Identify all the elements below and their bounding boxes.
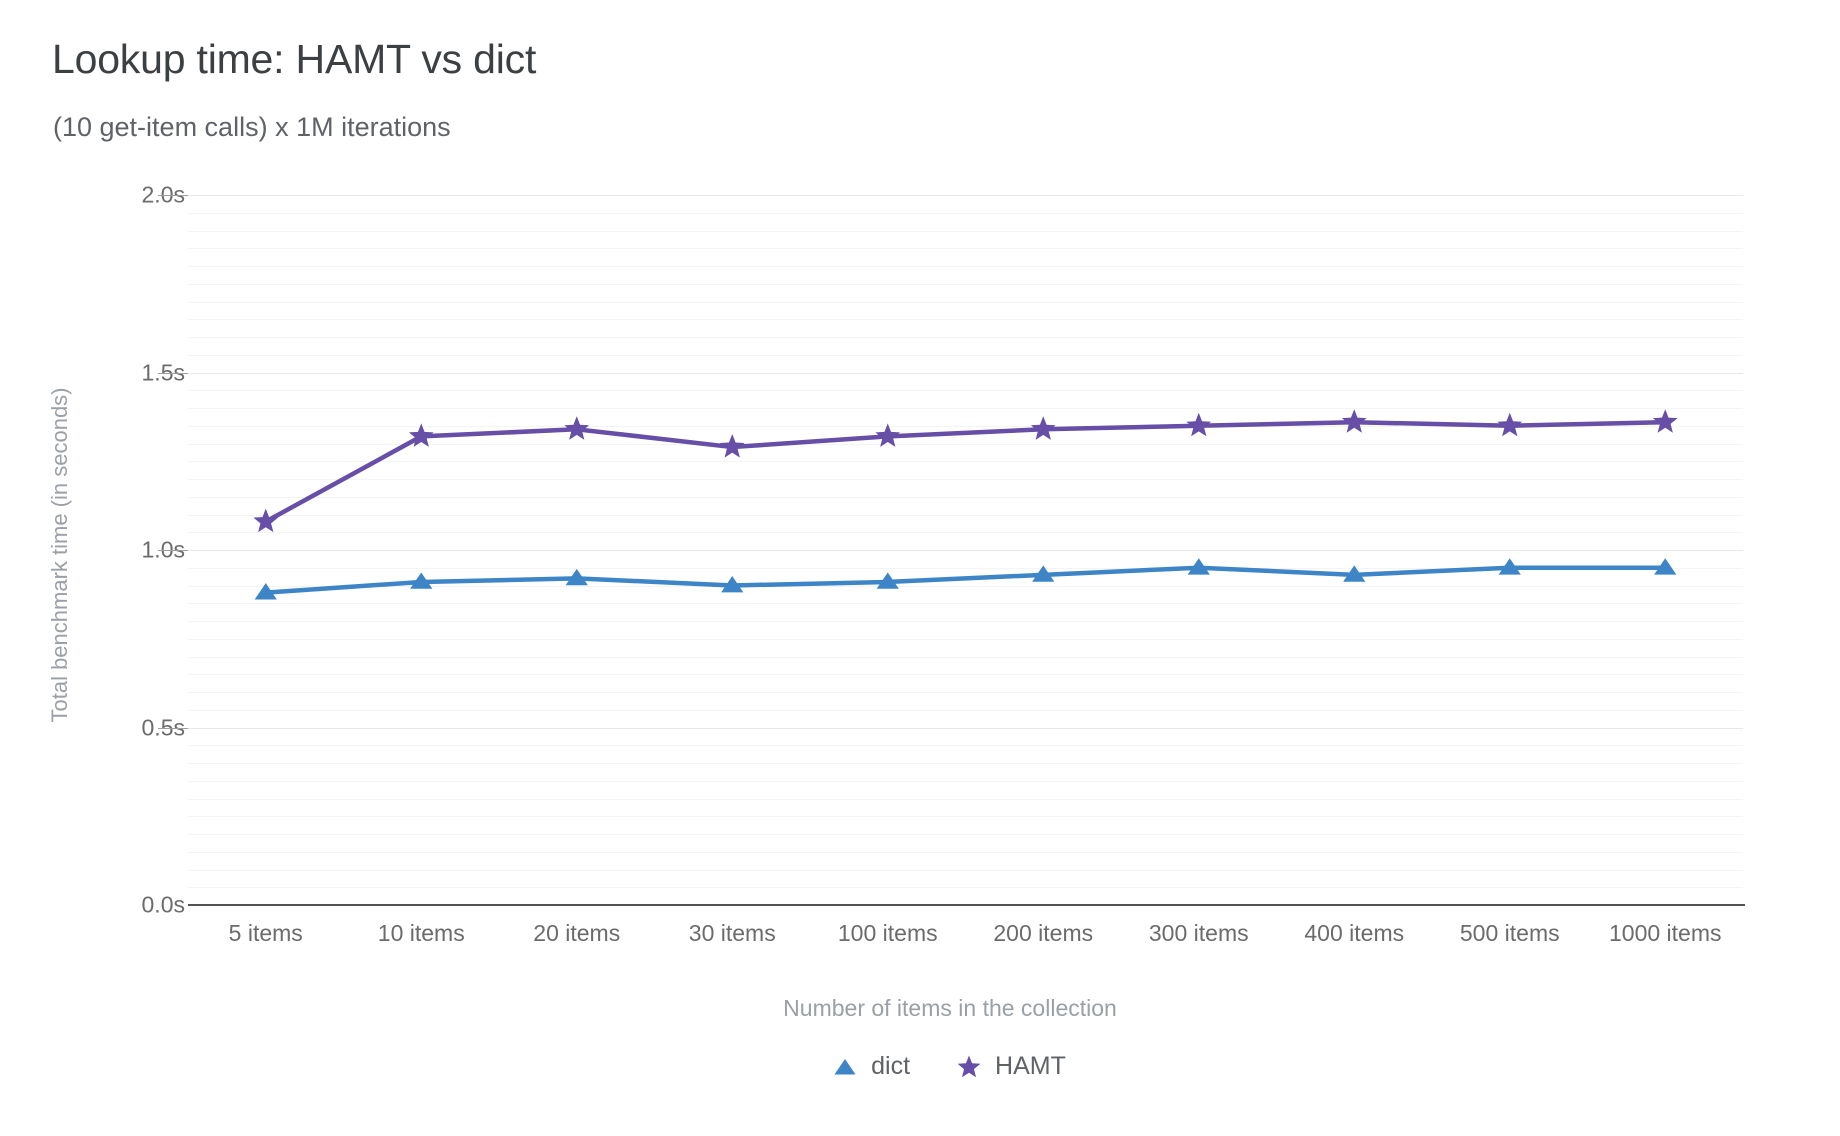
gridline-minor — [188, 798, 1743, 800]
gridline-minor — [188, 283, 1743, 285]
gridline-minor — [188, 390, 1743, 392]
series-layer — [253, 409, 1678, 600]
gridline-minor — [188, 266, 1743, 267]
gridline-minor — [188, 408, 1743, 409]
star-icon — [957, 1055, 981, 1077]
gridline-minor — [188, 354, 1743, 356]
data-point-dict[interactable] — [1498, 558, 1521, 575]
data-point-HAMT[interactable] — [1497, 412, 1523, 437]
data-point-HAMT[interactable] — [1030, 416, 1056, 440]
x-axis-tick-label: 300 items — [1148, 920, 1249, 946]
x-axis-tick-label: 200 items — [993, 920, 1094, 946]
gridline-minor — [188, 763, 1743, 764]
gridline-minor — [188, 603, 1743, 605]
legend-item-dict[interactable]: dict — [832, 1052, 910, 1081]
gridline-minor — [188, 674, 1743, 676]
gridline-minor — [188, 461, 1743, 463]
gridline-minor — [188, 834, 1743, 835]
triangle-icon — [834, 1058, 856, 1074]
gridline-minor — [188, 230, 1743, 232]
data-point-dict[interactable] — [1032, 565, 1055, 582]
gridline-minor — [188, 212, 1743, 214]
data-point-HAMT[interactable] — [1186, 412, 1212, 437]
legend-label: dict — [871, 1052, 911, 1080]
gridline-minor — [188, 780, 1743, 782]
data-point-HAMT[interactable] — [408, 423, 434, 447]
y-axis-title: Total benchmark time (in seconds) — [46, 345, 74, 765]
x-axis-line — [188, 904, 1745, 906]
gridline-major — [188, 550, 1743, 551]
gridline-minor — [188, 745, 1743, 747]
gridline-minor — [188, 532, 1743, 534]
data-point-dict[interactable] — [1654, 558, 1677, 575]
gridline-minor — [188, 585, 1743, 587]
plot-area — [188, 195, 1743, 906]
y-axis-tick-mark — [158, 550, 188, 551]
y-axis-tick-label: 2.0s — [141, 181, 185, 208]
y-axis-tick-mark — [158, 195, 188, 196]
chart-title: Lookup time: HAMT vs dict — [52, 36, 537, 82]
gridline-minor — [188, 887, 1743, 889]
series-HAMT — [253, 409, 1678, 533]
gridline-minor — [188, 709, 1743, 711]
data-point-dict[interactable] — [565, 568, 588, 586]
chart-subtitle: (10 get-item calls) x 1M iterations — [53, 112, 451, 142]
gridline-minor — [188, 514, 1743, 516]
x-axis-tick-label: 20 items — [533, 920, 621, 946]
data-point-dict[interactable] — [721, 576, 744, 593]
gridline-minor — [188, 496, 1743, 498]
y-axis-title-text: Total benchmark time (in seconds) — [47, 387, 72, 723]
gridline-major — [188, 372, 1743, 374]
chart-legend: dict HAMT — [0, 1052, 1840, 1081]
gridline-minor — [188, 567, 1743, 569]
gridline-minor — [188, 479, 1743, 480]
data-point-dict[interactable] — [254, 583, 277, 600]
gridline-major — [188, 195, 1743, 196]
x-axis-tick-label: 10 items — [377, 920, 465, 946]
gridline-minor — [188, 638, 1743, 640]
legend-item-HAMT[interactable]: HAMT — [956, 1052, 1066, 1081]
series-line-dict — [263, 565, 1668, 595]
y-axis-tick-label: 1.5s — [141, 359, 185, 385]
gridline-minor — [188, 869, 1743, 871]
series-line-HAMT — [263, 419, 1668, 524]
gridline-minor — [188, 692, 1743, 693]
y-axis-tick-label: 0.5s — [141, 714, 185, 740]
x-axis-tick-label: 1000 items — [1608, 920, 1722, 946]
data-point-dict[interactable] — [1343, 565, 1366, 582]
x-axis-tick-label: 500 items — [1459, 920, 1560, 946]
data-point-HAMT[interactable] — [564, 416, 590, 440]
data-point-dict[interactable] — [876, 572, 899, 589]
gridline-minor — [188, 816, 1743, 818]
gridline-minor — [188, 656, 1743, 658]
x-axis-title: Number of items in the collection — [783, 995, 1117, 1021]
gridline-minor — [188, 337, 1743, 338]
y-axis-tick-mark — [158, 372, 188, 374]
gridline-minor — [188, 248, 1743, 250]
data-point-HAMT[interactable] — [1341, 409, 1367, 433]
data-point-dict[interactable] — [1187, 558, 1210, 575]
data-point-HAMT[interactable] — [875, 423, 901, 447]
gridline-minor — [188, 621, 1743, 622]
series-dict — [254, 558, 1677, 600]
x-axis-tick-label: 5 items — [228, 920, 303, 946]
data-point-HAMT[interactable] — [253, 508, 279, 533]
gridline-minor — [188, 443, 1743, 445]
gridline-minor — [188, 319, 1743, 321]
legend-label: HAMT — [995, 1052, 1066, 1080]
gridline-minor — [188, 301, 1743, 303]
y-axis-tick-label: 0.0s — [141, 891, 185, 918]
gridline-minor — [188, 425, 1743, 427]
x-axis-tick-label: 30 items — [688, 920, 776, 946]
gridline-minor — [188, 851, 1743, 853]
data-point-dict[interactable] — [410, 572, 433, 589]
y-axis-tick-label: 1.0s — [141, 536, 185, 563]
data-point-HAMT[interactable] — [719, 434, 745, 458]
y-axis-tick-mark — [158, 727, 188, 729]
x-axis-tick-label: 400 items — [1304, 920, 1405, 946]
x-axis-tick-label: 100 items — [837, 920, 938, 946]
gridline-major — [188, 727, 1743, 729]
data-point-HAMT[interactable] — [1652, 409, 1678, 433]
